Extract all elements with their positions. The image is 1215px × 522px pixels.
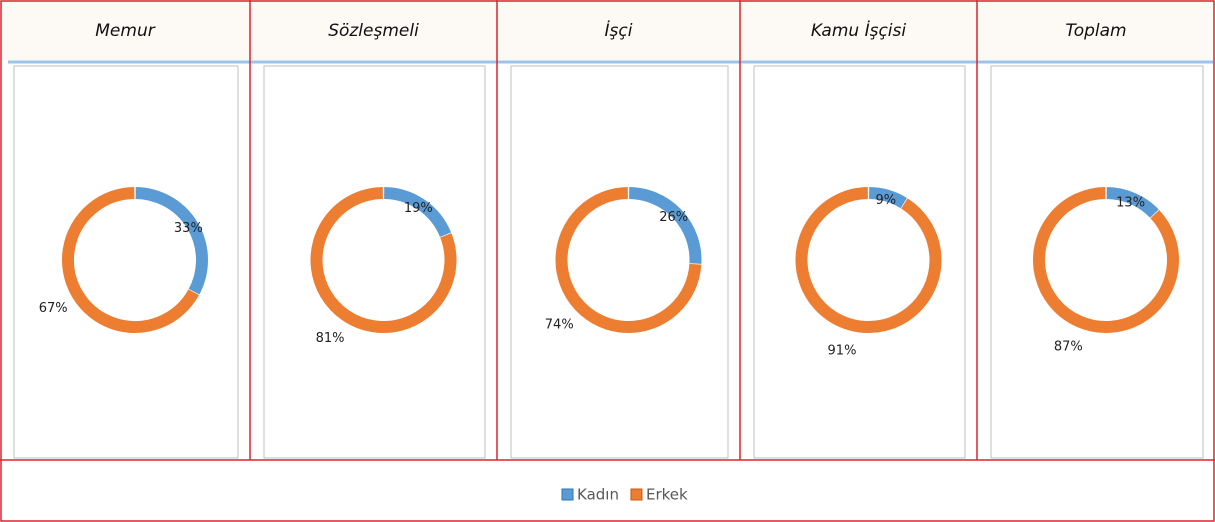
donut-segment bbox=[1033, 187, 1179, 333]
data-label: 33% bbox=[174, 221, 203, 236]
data-label: 67% bbox=[39, 301, 68, 316]
donut-segment bbox=[134, 187, 208, 296]
legend-label: Kadın bbox=[577, 486, 619, 504]
donut-segment bbox=[555, 187, 702, 333]
donut-segment bbox=[868, 187, 908, 209]
donut-segment bbox=[310, 187, 457, 333]
data-label: 9% bbox=[875, 193, 896, 208]
column-title: Sözleşmeli bbox=[328, 21, 419, 41]
data-label: 81% bbox=[316, 331, 345, 346]
column-title: Kamu İşçisi bbox=[811, 20, 906, 41]
data-label: 19% bbox=[404, 201, 433, 216]
chart-frame bbox=[13, 65, 239, 459]
data-label: 13% bbox=[1116, 196, 1145, 211]
chart-frame bbox=[263, 65, 486, 459]
legend-label: Erkek bbox=[646, 486, 688, 504]
donut-segment bbox=[1105, 187, 1160, 219]
donut-segment bbox=[383, 187, 452, 238]
data-label: 91% bbox=[828, 344, 857, 359]
donut-segment bbox=[628, 187, 702, 265]
legend-swatch bbox=[561, 488, 574, 501]
column-title: Toplam bbox=[1065, 21, 1126, 41]
chart-frame bbox=[753, 65, 966, 459]
legend-swatch bbox=[630, 488, 643, 501]
chart-frame bbox=[990, 65, 1204, 459]
chart-frame bbox=[510, 65, 729, 459]
header-bg bbox=[0, 0, 1215, 60]
donut-segment bbox=[62, 187, 199, 333]
data-label: 87% bbox=[1054, 340, 1083, 355]
data-label: 26% bbox=[659, 210, 688, 225]
column-title: Memur bbox=[95, 21, 155, 41]
donut-segment bbox=[795, 187, 942, 333]
data-label: 74% bbox=[545, 318, 574, 333]
column-title: İşçi bbox=[605, 20, 633, 41]
